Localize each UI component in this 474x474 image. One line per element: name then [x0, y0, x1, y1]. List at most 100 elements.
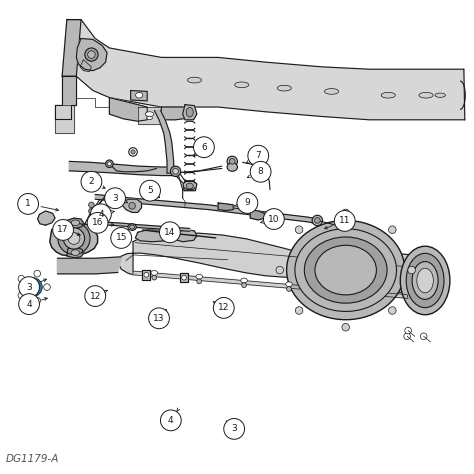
Text: 3: 3 — [231, 424, 237, 433]
Circle shape — [34, 297, 40, 304]
Text: 3: 3 — [26, 283, 32, 292]
Ellipse shape — [241, 278, 247, 283]
Circle shape — [87, 212, 108, 233]
Ellipse shape — [147, 116, 153, 119]
Circle shape — [34, 270, 40, 277]
Text: DG1179-A: DG1179-A — [5, 454, 59, 464]
Polygon shape — [55, 105, 74, 133]
Ellipse shape — [130, 225, 135, 229]
Polygon shape — [50, 220, 98, 256]
Text: 13: 13 — [153, 314, 165, 323]
Circle shape — [276, 266, 283, 274]
Ellipse shape — [28, 283, 37, 292]
Ellipse shape — [295, 229, 397, 311]
Circle shape — [250, 161, 271, 182]
Ellipse shape — [144, 273, 149, 277]
Text: 3: 3 — [112, 194, 118, 203]
Ellipse shape — [71, 220, 80, 226]
Ellipse shape — [146, 112, 154, 117]
Circle shape — [91, 204, 111, 225]
Circle shape — [224, 419, 245, 439]
Circle shape — [242, 283, 246, 288]
Ellipse shape — [173, 168, 178, 174]
Text: 4: 4 — [26, 300, 32, 309]
Ellipse shape — [186, 108, 193, 117]
Ellipse shape — [186, 183, 193, 189]
Ellipse shape — [417, 268, 433, 293]
Ellipse shape — [277, 85, 292, 91]
Circle shape — [389, 226, 396, 234]
Circle shape — [140, 180, 160, 201]
Circle shape — [193, 137, 214, 157]
Ellipse shape — [170, 166, 181, 176]
Text: 17: 17 — [57, 226, 69, 235]
Circle shape — [18, 294, 39, 315]
Ellipse shape — [88, 51, 95, 58]
Circle shape — [264, 209, 284, 229]
Circle shape — [152, 275, 156, 280]
Ellipse shape — [129, 148, 137, 156]
Text: 2: 2 — [89, 177, 94, 186]
Ellipse shape — [324, 89, 338, 94]
Text: 10: 10 — [268, 215, 280, 224]
Polygon shape — [121, 199, 142, 212]
Polygon shape — [138, 107, 161, 124]
Ellipse shape — [435, 93, 446, 97]
Polygon shape — [218, 203, 233, 210]
Text: 15: 15 — [116, 234, 127, 242]
Polygon shape — [57, 257, 121, 274]
Polygon shape — [133, 271, 408, 299]
Text: 4: 4 — [168, 416, 173, 425]
Circle shape — [159, 222, 180, 243]
Ellipse shape — [131, 150, 135, 154]
Circle shape — [160, 410, 181, 431]
Circle shape — [248, 146, 269, 166]
Polygon shape — [131, 91, 147, 101]
Ellipse shape — [129, 202, 136, 209]
Ellipse shape — [128, 224, 137, 230]
Ellipse shape — [287, 220, 405, 319]
Polygon shape — [80, 60, 91, 72]
Polygon shape — [109, 98, 147, 121]
Ellipse shape — [315, 218, 320, 223]
Circle shape — [18, 277, 39, 298]
Ellipse shape — [106, 160, 113, 167]
Polygon shape — [136, 230, 170, 242]
Ellipse shape — [108, 162, 111, 165]
Ellipse shape — [136, 92, 143, 98]
Polygon shape — [67, 218, 83, 228]
Circle shape — [295, 226, 303, 234]
Circle shape — [295, 307, 303, 314]
Polygon shape — [62, 19, 81, 76]
Ellipse shape — [187, 77, 201, 83]
Polygon shape — [143, 270, 150, 280]
Ellipse shape — [71, 250, 80, 255]
Circle shape — [287, 287, 292, 292]
Text: 9: 9 — [245, 199, 250, 208]
Polygon shape — [69, 161, 175, 175]
Ellipse shape — [312, 215, 322, 226]
Circle shape — [420, 333, 427, 339]
Text: 14: 14 — [164, 228, 175, 237]
Ellipse shape — [229, 158, 235, 164]
Polygon shape — [183, 181, 197, 191]
Polygon shape — [180, 273, 188, 283]
Ellipse shape — [227, 163, 237, 171]
Polygon shape — [161, 107, 190, 120]
Circle shape — [197, 279, 201, 284]
Ellipse shape — [304, 237, 387, 303]
Ellipse shape — [64, 228, 84, 249]
Polygon shape — [76, 38, 107, 71]
Text: 11: 11 — [339, 217, 350, 226]
Circle shape — [334, 210, 355, 231]
Polygon shape — [182, 105, 197, 120]
Ellipse shape — [235, 82, 249, 88]
Polygon shape — [55, 76, 76, 119]
Circle shape — [405, 327, 411, 334]
Ellipse shape — [400, 246, 450, 315]
Circle shape — [342, 209, 349, 217]
Circle shape — [389, 307, 396, 314]
Circle shape — [213, 298, 234, 318]
Circle shape — [404, 333, 410, 339]
Polygon shape — [95, 194, 318, 224]
